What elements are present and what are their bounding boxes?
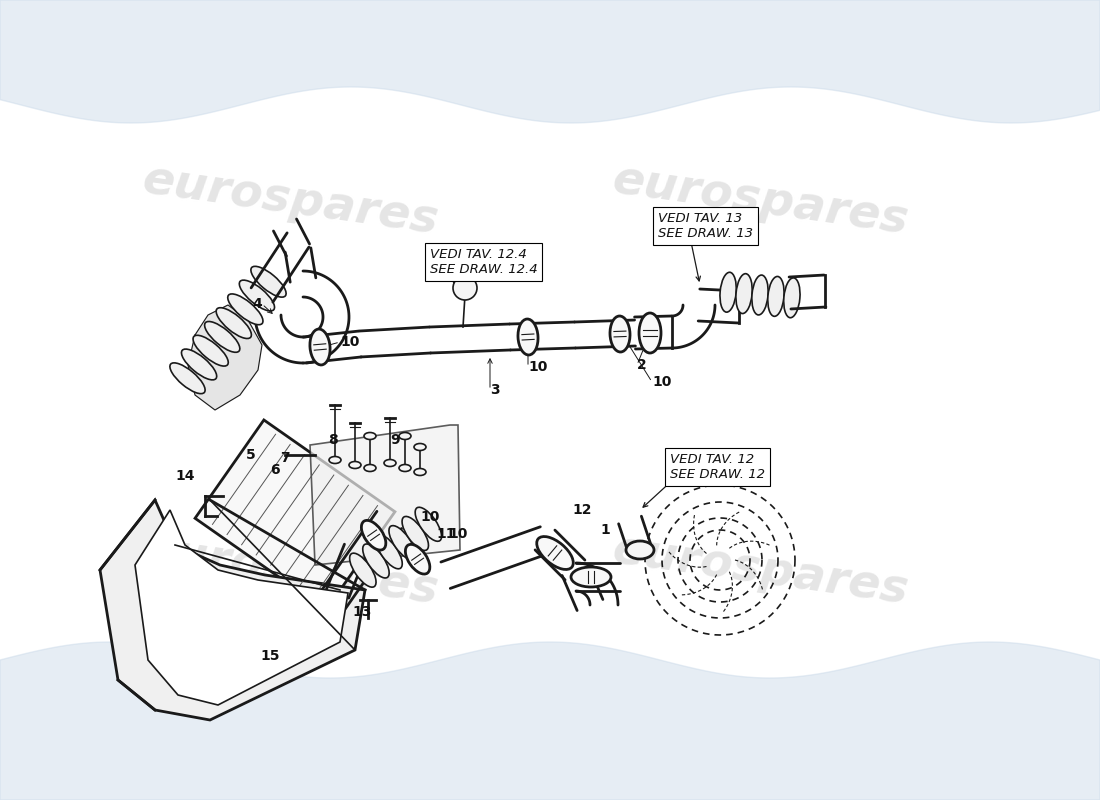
Text: 1: 1 — [600, 523, 609, 537]
Ellipse shape — [768, 277, 784, 316]
Text: 3: 3 — [490, 383, 499, 397]
Ellipse shape — [414, 469, 426, 475]
Text: 9: 9 — [390, 433, 399, 447]
Ellipse shape — [251, 266, 286, 297]
Text: 13: 13 — [352, 605, 372, 619]
Ellipse shape — [736, 274, 752, 314]
Ellipse shape — [518, 319, 538, 355]
Ellipse shape — [783, 278, 800, 318]
Text: 6: 6 — [271, 463, 281, 477]
Text: eurospares: eurospares — [139, 527, 441, 613]
Text: 5: 5 — [246, 448, 256, 462]
Text: 14: 14 — [176, 469, 195, 483]
Ellipse shape — [182, 349, 217, 380]
Ellipse shape — [362, 520, 386, 550]
Text: eurospares: eurospares — [609, 157, 911, 243]
Ellipse shape — [406, 544, 430, 574]
Text: 11: 11 — [436, 527, 455, 541]
Ellipse shape — [692, 452, 718, 468]
Ellipse shape — [192, 335, 229, 366]
Text: 10: 10 — [652, 375, 671, 389]
Ellipse shape — [639, 313, 661, 353]
Text: 10: 10 — [528, 360, 548, 374]
Ellipse shape — [415, 507, 441, 542]
Ellipse shape — [240, 280, 275, 311]
Ellipse shape — [350, 553, 376, 587]
Text: VEDI TAV. 12.4
SEE DRAW. 12.4: VEDI TAV. 12.4 SEE DRAW. 12.4 — [430, 248, 538, 276]
Polygon shape — [195, 420, 395, 610]
Text: 15: 15 — [261, 649, 279, 663]
Text: 4: 4 — [252, 297, 262, 311]
Ellipse shape — [720, 272, 736, 312]
Ellipse shape — [364, 465, 376, 471]
Ellipse shape — [414, 443, 426, 450]
Text: VEDI TAV. 12
SEE DRAW. 12: VEDI TAV. 12 SEE DRAW. 12 — [670, 453, 764, 481]
Ellipse shape — [389, 526, 416, 560]
Ellipse shape — [626, 541, 654, 559]
Ellipse shape — [363, 544, 389, 578]
Polygon shape — [100, 500, 365, 720]
Ellipse shape — [751, 275, 768, 315]
Text: eurospares: eurospares — [609, 527, 911, 613]
Ellipse shape — [610, 316, 630, 352]
Text: 8: 8 — [328, 433, 338, 447]
Ellipse shape — [169, 363, 205, 394]
Ellipse shape — [310, 329, 330, 365]
Ellipse shape — [349, 462, 361, 469]
Ellipse shape — [399, 465, 411, 471]
Ellipse shape — [571, 567, 610, 587]
Text: 10: 10 — [340, 335, 360, 349]
Text: 10: 10 — [448, 527, 468, 541]
Ellipse shape — [228, 294, 263, 325]
Ellipse shape — [217, 308, 252, 338]
Text: 10: 10 — [420, 510, 439, 524]
Text: VEDI TAV. 13
SEE DRAW. 13: VEDI TAV. 13 SEE DRAW. 13 — [658, 212, 754, 240]
Ellipse shape — [403, 517, 429, 550]
Ellipse shape — [364, 433, 376, 439]
Ellipse shape — [376, 534, 403, 569]
Ellipse shape — [205, 322, 240, 352]
Text: 7: 7 — [280, 451, 290, 465]
Ellipse shape — [329, 457, 341, 463]
Polygon shape — [310, 425, 460, 565]
Polygon shape — [188, 305, 262, 410]
Text: eurospares: eurospares — [139, 157, 441, 243]
Ellipse shape — [537, 537, 573, 570]
Text: 2: 2 — [637, 358, 647, 372]
Text: 12: 12 — [572, 503, 592, 517]
Ellipse shape — [399, 433, 411, 439]
Ellipse shape — [384, 459, 396, 466]
Polygon shape — [135, 510, 348, 705]
Circle shape — [453, 276, 477, 300]
